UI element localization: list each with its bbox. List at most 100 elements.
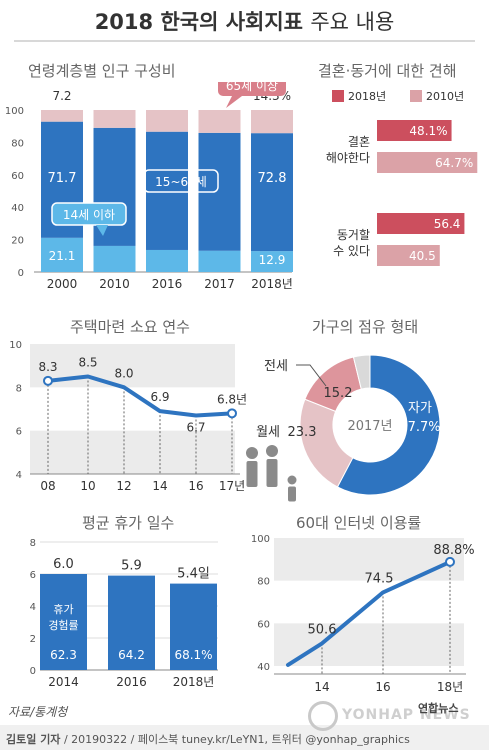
y-tick-label: 6 [16, 427, 22, 438]
y-tick-label: 8 [30, 538, 36, 549]
x-tick-label: 08 [40, 479, 55, 493]
family-icon [246, 445, 297, 502]
x-tick-label: 18년 [437, 680, 463, 694]
category-label: 수 있다 [333, 244, 370, 258]
series-label: 65세 이상 [226, 82, 278, 93]
pie-slice [336, 354, 441, 496]
y-tick-label: 0 [30, 666, 36, 677]
category-label: 결혼 [348, 135, 370, 149]
series-line [46, 374, 234, 418]
grid-band [274, 623, 464, 666]
legend-swatch [410, 90, 422, 102]
slice-value: 23.3 [288, 425, 317, 440]
y-tick-label: 40 [257, 662, 270, 673]
population-chart: 0 20 40 60 80 100 2000 2010 2016 2017 2018년 7.2 71.7… [5, 82, 293, 291]
callout-pointer [96, 225, 108, 236]
x-tick-label: 14 [152, 479, 167, 493]
bar-segment [198, 110, 241, 133]
vacation-chart: 0 2 4 6 8 6.0 62.3 2014 5.9 64.2 2016 5.4일 68.1% 2018… [30, 538, 218, 689]
x-tick-label: 2016 [116, 675, 147, 689]
internet-chart-title: 60대 인터넷 이용률 [296, 514, 422, 532]
data-point [445, 556, 455, 567]
bar [377, 152, 478, 173]
x-tick-label: 17년 [219, 479, 245, 493]
experience-rate: 62.3 [50, 648, 77, 662]
bar [377, 120, 452, 141]
x-tick-label: 12 [116, 479, 131, 493]
source-note: 자료/통계청 [8, 705, 68, 719]
value-label: 71.7 [48, 171, 77, 186]
grid-band [30, 430, 235, 474]
bar-segment [41, 237, 83, 272]
y-tick-label: 0 [18, 268, 24, 279]
series-label: 14세 이하 [63, 208, 115, 222]
yonhap-logo: 연합뉴스 [418, 702, 459, 715]
housing-chart-title: 주택마련 소요 연수 [70, 318, 190, 336]
series-line [286, 559, 452, 667]
value-label: 40.5 [409, 249, 436, 263]
center-label: 2017년 [347, 419, 392, 434]
data-label: 50.6 [308, 622, 337, 637]
data-label: 6.7 [186, 421, 205, 435]
pie-slice [299, 398, 354, 488]
x-tick-label: 2010 [99, 277, 130, 291]
tenure-chart: 2017년 자가 57.7% 월세 23.3 전세 15.2 [246, 354, 441, 502]
value-label: 12.9 [259, 253, 286, 267]
y-tick-label: 20 [11, 236, 24, 247]
leader-line [296, 364, 327, 387]
callout-working-age [143, 169, 219, 193]
data-label: 88.8% [433, 543, 474, 558]
y-tick-label: 40 [11, 203, 24, 214]
y-tick-label: 6 [30, 570, 36, 581]
x-tick-label: 2000 [47, 277, 78, 291]
vacation-chart-title: 평균 휴가 일수 [82, 514, 175, 532]
bar-segment [93, 110, 136, 128]
tenure-chart-title: 가구의 점유 형태 [312, 318, 419, 336]
bar [377, 213, 465, 234]
callout-children [51, 202, 127, 226]
data-point [43, 375, 53, 386]
x-tick-label: 14 [314, 680, 329, 694]
x-tick-label: 2018년 [173, 675, 215, 689]
data-label: 74.5 [365, 571, 394, 586]
y-tick-label: 4 [30, 602, 36, 613]
category-label: 동거할 [337, 228, 370, 242]
category-label: 해야한다 [326, 151, 370, 165]
grid-band [274, 538, 464, 581]
slice-name: 자가 [408, 401, 432, 416]
y-tick-label: 80 [257, 577, 270, 588]
bar [40, 574, 87, 670]
data-label: 8.3 [38, 360, 57, 374]
y-tick-label: 2 [30, 634, 36, 645]
bar-segment [93, 245, 136, 272]
bar [108, 575, 155, 670]
slice-value: 15.2 [324, 386, 353, 401]
callout-pointer [226, 96, 242, 108]
y-tick-label: 8 [16, 383, 22, 394]
slice-name: 전세 [264, 359, 288, 374]
yonhap-emblem-icon [308, 701, 338, 731]
bar-segment [41, 110, 83, 122]
internet-chart: 40 60 80 100 14 16 18년 50.6 74.5 88.8% [251, 534, 475, 694]
bar-segment [251, 110, 293, 134]
inner-caption: 휴가 [53, 603, 73, 616]
legend-swatch [332, 90, 344, 102]
value-label: 7.2 [52, 89, 71, 103]
reporter-name: 김토일 기자 [6, 733, 61, 746]
y-tick-label: 100 [251, 534, 270, 545]
value-label: 6.0 [53, 557, 74, 572]
bar [170, 583, 217, 670]
data-label: 8.5 [78, 356, 97, 370]
page-title: 2018 한국의 사회지표 주요 내용 [94, 10, 395, 34]
data-label: 6.8년 [217, 392, 247, 406]
y-tick-label: 10 [9, 340, 22, 351]
housing-chart: 4 6 8 10 08 10 12 14 16 17년 8.3 8.5 8.0 6.9 6.7 6.8년 [9, 340, 247, 493]
x-tick-label: 16 [375, 680, 390, 694]
value-label: 21.1 [49, 249, 76, 263]
bar-segment [146, 131, 188, 250]
x-tick-label: 2018년 [251, 277, 293, 291]
y-tick-label: 80 [11, 138, 24, 149]
bar-segment [146, 249, 188, 272]
value-label: 56.4 [434, 217, 461, 231]
bar [377, 245, 440, 266]
